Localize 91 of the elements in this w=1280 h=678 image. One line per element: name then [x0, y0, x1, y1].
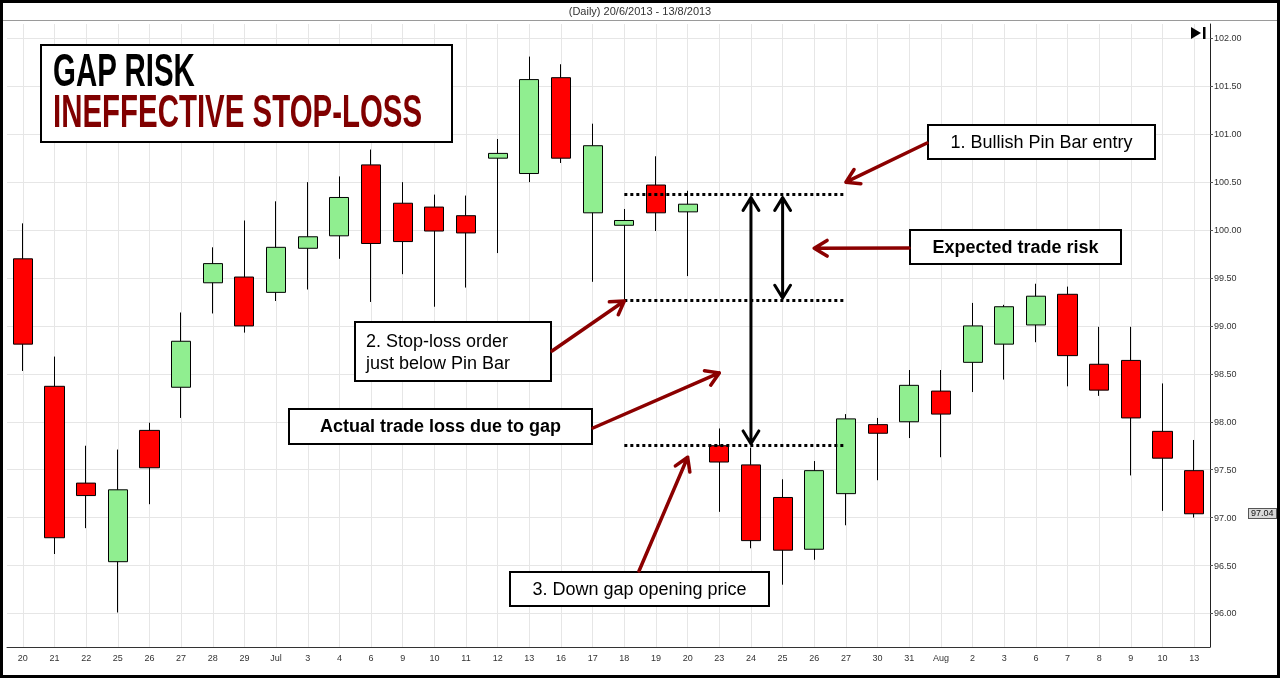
y-tick-label: 97.00: [1214, 512, 1237, 523]
annotation: Expected trade risk: [932, 236, 1099, 258]
x-tick-label: 3: [305, 652, 311, 663]
y-tick-label: 102.00: [1214, 33, 1242, 44]
y-tick-label: 99.50: [1214, 272, 1237, 283]
candlestick: [551, 63, 571, 164]
y-tick-label: 98.00: [1214, 416, 1237, 427]
candlestick: [994, 304, 1014, 381]
candlestick: [139, 422, 160, 505]
candlestick: [583, 123, 603, 283]
annotation: 1. Bullish Pin Bar entry: [950, 131, 1133, 153]
x-tick-label: 6: [1033, 652, 1039, 663]
x-tick-label: 21: [49, 652, 60, 663]
candlestick: [773, 478, 793, 586]
x-tick-label: 12: [492, 652, 503, 663]
x-tick-label: 23: [714, 652, 725, 663]
candlestick: [1152, 382, 1173, 512]
candlestick: [868, 417, 888, 481]
x-tick-label: 27: [840, 652, 851, 663]
x-tick-label: 27: [176, 652, 187, 663]
candlestick: [1089, 326, 1109, 397]
x-tick-label: 11: [461, 652, 471, 663]
candlestick: [519, 56, 539, 183]
x-tick-label: 25: [112, 652, 123, 663]
x-tick-label: 18: [619, 652, 630, 663]
text: (Daily) 20/6/2013 - 13/8/2013: [568, 5, 712, 17]
y-tick-label: 99.00: [1214, 320, 1237, 331]
x-tick-label: 7: [1065, 652, 1071, 663]
x-tick-label: 30: [872, 652, 883, 663]
x-tick-label: 20: [682, 652, 693, 663]
candlestick: [614, 208, 634, 300]
x-tick-label: 4: [336, 652, 342, 663]
x-tick-label: 17: [587, 652, 598, 663]
candlestick: [44, 356, 65, 555]
x-tick-label: 13: [1189, 652, 1200, 663]
text: 97.04: [1248, 508, 1277, 520]
x-tick-label: 8: [1096, 652, 1102, 663]
x-tick-label: 3: [1001, 652, 1007, 663]
candlestick: [1026, 283, 1046, 343]
candlestick: [76, 445, 96, 529]
annotation: 2. Stop-loss order just below Pin Bar: [366, 329, 512, 374]
candlestick: [266, 200, 286, 302]
candlestick: [234, 219, 254, 334]
x-tick-label: 9: [1128, 652, 1134, 663]
x-tick-label: 9: [400, 652, 406, 663]
candlestick: [1057, 286, 1078, 387]
x-tick-label: Jul: [270, 652, 282, 663]
annotation: 3. Down gap opening price: [532, 578, 747, 600]
y-tick-label: 96.50: [1214, 560, 1237, 571]
y-tick-label: 98.50: [1214, 368, 1237, 379]
candlestick: [13, 222, 33, 372]
x-tick-label: 10: [1157, 652, 1168, 663]
x-tick-label: 13: [524, 652, 535, 663]
candlestick: [456, 195, 476, 289]
candlestick: [931, 369, 951, 458]
x-tick-label: 25: [777, 652, 788, 663]
y-tick-label: 101.00: [1214, 129, 1242, 140]
x-tick-label: 22: [81, 652, 92, 663]
x-tick-label: 26: [144, 652, 155, 663]
x-tick-label: 2: [970, 652, 976, 663]
x-tick-label: 24: [745, 652, 756, 663]
candlestick: [393, 181, 413, 275]
x-tick-label: 29: [239, 652, 250, 663]
candlestick: [329, 175, 349, 260]
candlestick: [203, 246, 223, 314]
y-tick-label: 97.50: [1214, 464, 1237, 475]
annotation: Actual trade loss due to gap: [319, 416, 562, 437]
y-tick-label: 96.00: [1214, 608, 1237, 619]
x-tick-label: 26: [809, 652, 820, 663]
y-tick-label: 100.00: [1214, 225, 1242, 236]
x-tick-label: 19: [650, 652, 661, 663]
x-tick-label: 10: [429, 652, 440, 663]
x-tick-label: 6: [368, 652, 374, 663]
candlestick: [899, 369, 919, 439]
x-tick-label: 16: [556, 652, 567, 663]
candlestick: [361, 149, 381, 303]
candlestick: [171, 312, 191, 419]
candlestick: [108, 449, 128, 613]
candlestick: [1184, 439, 1204, 519]
candlestick: [1121, 326, 1141, 476]
candlestick: [804, 460, 824, 561]
x-tick-label: Aug: [932, 652, 949, 663]
y-tick-label: 101.50: [1214, 81, 1242, 92]
candlestick: [963, 302, 983, 393]
candlestick: [488, 138, 508, 254]
x-tick-label: 31: [904, 652, 915, 663]
x-tick-label: 28: [207, 652, 218, 663]
x-tick-label: 20: [17, 652, 28, 663]
y-tick-label: 100.50: [1214, 177, 1242, 188]
candlestick: [424, 194, 444, 308]
candlestick: [298, 181, 318, 290]
